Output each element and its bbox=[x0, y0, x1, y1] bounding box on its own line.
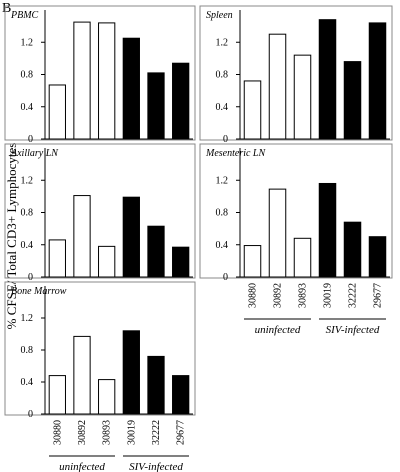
x-tick-label: 29677 bbox=[373, 283, 384, 308]
y-tick-label: 0.8 bbox=[21, 208, 34, 219]
group-label: uninfected bbox=[255, 324, 301, 336]
bar bbox=[343, 61, 362, 140]
x-tick-label: 30893 bbox=[102, 420, 113, 445]
bar bbox=[343, 221, 362, 278]
bar bbox=[172, 246, 190, 278]
bar bbox=[98, 22, 116, 140]
x-tick-label: 32222 bbox=[151, 420, 162, 445]
bar bbox=[318, 182, 337, 278]
bar bbox=[48, 84, 66, 140]
x-tick-label: 30019 bbox=[126, 420, 137, 445]
bar bbox=[73, 195, 91, 278]
bar bbox=[73, 335, 91, 415]
bar bbox=[268, 33, 287, 140]
y-tick-label: 0.4 bbox=[21, 240, 34, 251]
y-tick-label: 0 bbox=[28, 272, 33, 283]
bar bbox=[293, 54, 312, 140]
panel-title: Axillary LN bbox=[10, 148, 59, 159]
y-tick-label: 1.2 bbox=[21, 175, 34, 186]
y-tick-label: 1.2 bbox=[21, 37, 34, 48]
x-tick-label: 30019 bbox=[323, 283, 334, 308]
y-tick-label: 0 bbox=[223, 134, 228, 145]
bar bbox=[243, 245, 262, 278]
bar bbox=[98, 379, 116, 415]
x-tick-label: 29677 bbox=[176, 420, 187, 445]
panel-title: Mesenteric LN bbox=[205, 148, 266, 159]
bar bbox=[318, 19, 337, 140]
bar bbox=[172, 375, 190, 415]
bar bbox=[147, 72, 165, 140]
y-tick-label: 0.8 bbox=[216, 208, 229, 219]
y-tick-label: 1.2 bbox=[21, 313, 34, 324]
bar bbox=[48, 375, 66, 415]
y-axis-label: % CFSE/ Total CD3+ Lymphocytes bbox=[4, 143, 19, 330]
group-label: SIV-infected bbox=[129, 461, 183, 472]
x-tick-label: 30893 bbox=[298, 283, 309, 308]
panel-title: PBMC bbox=[10, 10, 39, 21]
x-tick-label: 30880 bbox=[248, 283, 259, 308]
panel-title: Spleen bbox=[206, 10, 233, 21]
y-tick-label: 0.8 bbox=[21, 345, 34, 356]
y-tick-label: 0.8 bbox=[216, 70, 229, 81]
x-tick-label: 30880 bbox=[52, 420, 63, 445]
panel-frame bbox=[199, 143, 393, 279]
y-tick-label: 0 bbox=[28, 134, 33, 145]
bar bbox=[147, 225, 165, 278]
panel-title: Bone Marrow bbox=[11, 286, 67, 297]
x-tick-label: 32222 bbox=[348, 283, 359, 308]
bar bbox=[268, 188, 287, 278]
y-tick-label: 0.4 bbox=[21, 377, 34, 388]
bar bbox=[147, 355, 165, 415]
bar bbox=[172, 62, 190, 140]
bar bbox=[122, 196, 140, 278]
y-tick-label: 1.2 bbox=[216, 37, 229, 48]
bar bbox=[122, 37, 140, 140]
bar bbox=[368, 236, 387, 278]
panel-frame bbox=[4, 281, 196, 416]
bar bbox=[293, 237, 312, 278]
group-label: uninfected bbox=[59, 461, 105, 472]
y-tick-label: 1.2 bbox=[216, 175, 229, 186]
panel-label: B bbox=[2, 1, 11, 16]
y-tick-label: 0.8 bbox=[21, 70, 34, 81]
y-tick-label: 0 bbox=[223, 272, 228, 283]
x-tick-label: 30892 bbox=[77, 420, 88, 445]
group-label: SIV-infected bbox=[326, 324, 380, 336]
bar bbox=[73, 21, 91, 140]
panel-frame bbox=[4, 143, 196, 279]
y-tick-label: 0.4 bbox=[216, 102, 229, 113]
panel-frame bbox=[199, 5, 393, 141]
bar bbox=[122, 330, 140, 415]
bar bbox=[48, 239, 66, 278]
y-tick-label: 0 bbox=[28, 409, 33, 420]
panel-frame bbox=[4, 5, 196, 141]
bar bbox=[368, 22, 387, 140]
bar bbox=[98, 245, 116, 278]
y-tick-label: 0.4 bbox=[216, 240, 229, 251]
x-tick-label: 30892 bbox=[273, 283, 284, 308]
y-tick-label: 0.4 bbox=[21, 102, 34, 113]
bar bbox=[243, 80, 262, 140]
